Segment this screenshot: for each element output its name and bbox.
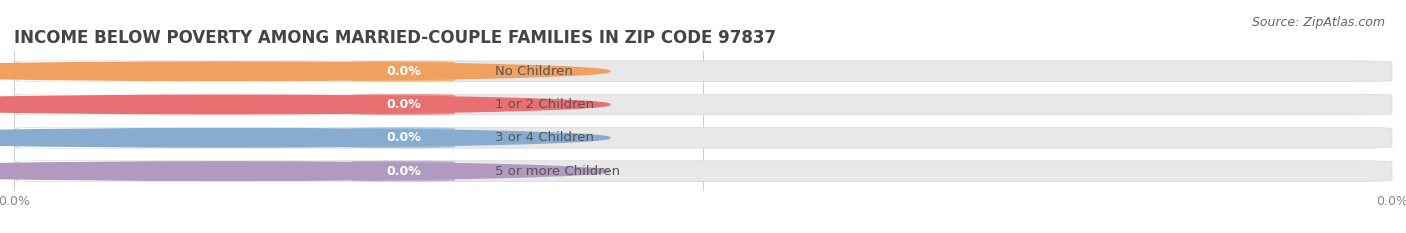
- Text: 0.0%: 0.0%: [385, 65, 420, 78]
- FancyBboxPatch shape: [18, 94, 352, 115]
- FancyBboxPatch shape: [14, 127, 1392, 148]
- FancyBboxPatch shape: [18, 61, 352, 82]
- FancyBboxPatch shape: [18, 161, 352, 181]
- FancyBboxPatch shape: [18, 128, 352, 148]
- FancyBboxPatch shape: [14, 61, 1392, 82]
- Circle shape: [0, 129, 610, 147]
- Circle shape: [0, 162, 610, 180]
- FancyBboxPatch shape: [352, 127, 456, 148]
- Circle shape: [0, 62, 610, 81]
- Circle shape: [0, 95, 610, 114]
- FancyBboxPatch shape: [14, 94, 1392, 115]
- FancyBboxPatch shape: [352, 61, 456, 82]
- Text: 3 or 4 Children: 3 or 4 Children: [495, 131, 593, 144]
- Text: 1 or 2 Children: 1 or 2 Children: [495, 98, 593, 111]
- FancyBboxPatch shape: [14, 161, 1392, 182]
- Text: INCOME BELOW POVERTY AMONG MARRIED-COUPLE FAMILIES IN ZIP CODE 97837: INCOME BELOW POVERTY AMONG MARRIED-COUPL…: [14, 29, 776, 47]
- Text: No Children: No Children: [495, 65, 572, 78]
- Text: 0.0%: 0.0%: [385, 131, 420, 144]
- Text: 0.0%: 0.0%: [385, 98, 420, 111]
- FancyBboxPatch shape: [352, 94, 456, 115]
- Text: 5 or more Children: 5 or more Children: [495, 164, 620, 178]
- FancyBboxPatch shape: [352, 161, 456, 182]
- Text: 0.0%: 0.0%: [385, 164, 420, 178]
- Text: Source: ZipAtlas.com: Source: ZipAtlas.com: [1251, 16, 1385, 29]
